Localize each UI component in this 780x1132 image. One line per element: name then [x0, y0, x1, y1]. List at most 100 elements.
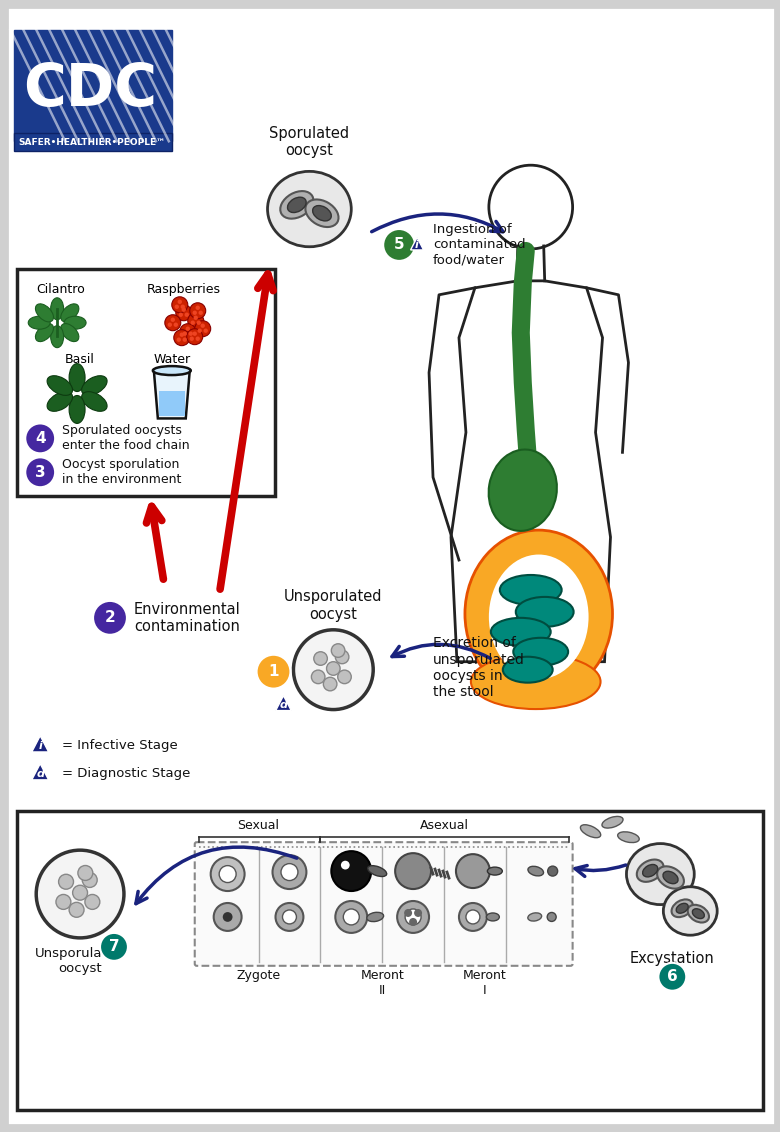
FancyBboxPatch shape	[195, 842, 573, 966]
Circle shape	[293, 629, 373, 710]
Circle shape	[78, 866, 93, 881]
Circle shape	[338, 670, 351, 684]
Ellipse shape	[64, 316, 86, 329]
Circle shape	[223, 912, 232, 921]
Ellipse shape	[153, 366, 191, 375]
Circle shape	[176, 337, 181, 342]
Circle shape	[332, 851, 371, 891]
Ellipse shape	[51, 326, 64, 348]
Ellipse shape	[69, 363, 85, 392]
Circle shape	[193, 310, 197, 315]
Circle shape	[409, 918, 417, 926]
Circle shape	[327, 662, 340, 676]
Text: Unsporulated
oocyst: Unsporulated oocyst	[35, 946, 125, 975]
Circle shape	[85, 894, 100, 909]
Ellipse shape	[306, 199, 339, 228]
Circle shape	[172, 297, 188, 312]
Ellipse shape	[465, 530, 612, 697]
Circle shape	[196, 336, 200, 341]
Text: Meront
I: Meront I	[463, 969, 507, 997]
Ellipse shape	[636, 859, 664, 882]
Circle shape	[188, 312, 204, 328]
Circle shape	[178, 300, 182, 305]
Circle shape	[174, 323, 178, 327]
Ellipse shape	[288, 197, 307, 213]
Ellipse shape	[688, 904, 709, 923]
Circle shape	[197, 328, 202, 333]
Circle shape	[58, 874, 73, 890]
Ellipse shape	[580, 825, 601, 838]
Ellipse shape	[280, 191, 314, 218]
Circle shape	[219, 866, 236, 883]
Circle shape	[179, 312, 183, 317]
Text: i: i	[38, 741, 42, 752]
Polygon shape	[32, 736, 48, 752]
Text: 5: 5	[394, 238, 405, 252]
Ellipse shape	[663, 872, 678, 884]
Circle shape	[56, 894, 71, 909]
Ellipse shape	[47, 376, 73, 395]
Circle shape	[456, 855, 490, 887]
Text: Sporulated oocysts
enter the food chain: Sporulated oocysts enter the food chain	[62, 424, 190, 453]
Ellipse shape	[693, 909, 704, 918]
Ellipse shape	[489, 555, 589, 679]
Circle shape	[281, 864, 298, 881]
Text: Cilantro: Cilantro	[36, 283, 84, 295]
Circle shape	[395, 854, 431, 889]
Circle shape	[69, 902, 84, 917]
Ellipse shape	[676, 903, 688, 914]
Ellipse shape	[28, 316, 50, 329]
Circle shape	[332, 644, 345, 658]
Text: Ingestion of
contaminated
food/water: Ingestion of contaminated food/water	[433, 223, 526, 266]
Circle shape	[196, 306, 200, 310]
Text: d: d	[36, 769, 44, 779]
Circle shape	[214, 903, 242, 931]
Text: = Infective Stage: = Infective Stage	[62, 739, 178, 752]
Ellipse shape	[61, 324, 79, 342]
Circle shape	[341, 860, 349, 869]
Ellipse shape	[528, 866, 544, 876]
Circle shape	[179, 324, 196, 340]
Ellipse shape	[471, 654, 601, 709]
Circle shape	[211, 857, 245, 891]
Circle shape	[282, 910, 296, 924]
Polygon shape	[451, 281, 611, 662]
Circle shape	[73, 885, 87, 900]
Text: Oocyst sporulation
in the environment: Oocyst sporulation in the environment	[62, 458, 182, 487]
Text: = Diagnostic Stage: = Diagnostic Stage	[62, 766, 190, 780]
Circle shape	[204, 328, 208, 333]
Text: Sexual: Sexual	[238, 820, 279, 832]
Circle shape	[195, 320, 211, 336]
Circle shape	[548, 866, 558, 876]
Ellipse shape	[503, 657, 553, 683]
Bar	[14, 29, 172, 142]
Circle shape	[414, 909, 422, 917]
Ellipse shape	[51, 298, 64, 319]
Circle shape	[181, 305, 185, 309]
Circle shape	[335, 650, 349, 663]
Text: Sporulated
oocyst: Sporulated oocyst	[269, 126, 349, 158]
Circle shape	[174, 329, 190, 345]
Text: Zygote: Zygote	[236, 969, 281, 981]
Ellipse shape	[47, 392, 73, 411]
Ellipse shape	[487, 914, 499, 921]
Circle shape	[82, 873, 98, 887]
Circle shape	[36, 850, 124, 938]
Text: 4: 4	[35, 431, 45, 446]
Ellipse shape	[602, 816, 623, 829]
Text: CDC: CDC	[23, 61, 157, 118]
Ellipse shape	[618, 832, 640, 842]
Circle shape	[272, 855, 307, 889]
Circle shape	[190, 302, 206, 319]
Circle shape	[275, 903, 303, 931]
Ellipse shape	[663, 886, 717, 935]
Ellipse shape	[61, 303, 79, 321]
Circle shape	[311, 670, 325, 684]
Circle shape	[182, 308, 186, 312]
Circle shape	[175, 305, 179, 309]
Circle shape	[489, 165, 573, 249]
Ellipse shape	[35, 303, 54, 321]
Text: Raspberries: Raspberries	[147, 283, 221, 295]
Text: Environmental
contamination: Environmental contamination	[134, 601, 241, 634]
Circle shape	[199, 310, 203, 315]
